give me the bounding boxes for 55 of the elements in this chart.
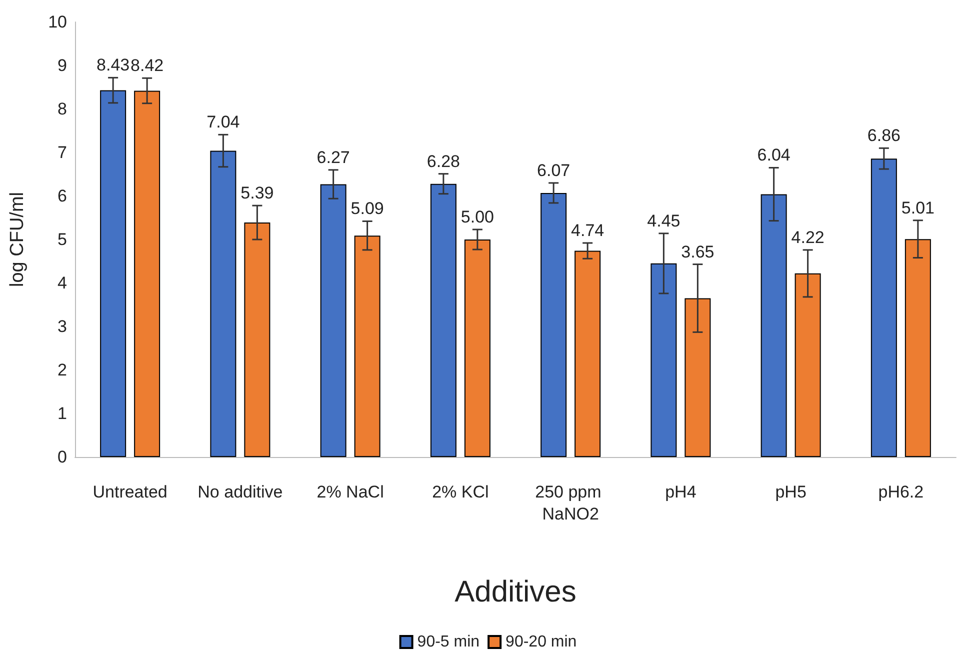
- legend-label: 90-5 min: [417, 634, 480, 650]
- x-tick-label: pH6.2: [878, 482, 924, 502]
- y-tick-label: 2: [58, 360, 67, 380]
- bar: [684, 298, 711, 457]
- legend-label: 90-20 min: [506, 634, 577, 650]
- x-tick-label: 250 ppm NaNO2: [535, 482, 606, 524]
- bar: [540, 192, 567, 457]
- y-tick-label: 10: [48, 12, 67, 32]
- data-label: 5.39: [240, 184, 274, 203]
- y-tick-label: 5: [58, 230, 67, 249]
- bar: [210, 150, 236, 457]
- bar: [760, 194, 787, 457]
- data-label: 6.27: [316, 148, 350, 167]
- x-tick-label: pH4: [665, 482, 696, 502]
- y-tick-label: 9: [58, 56, 67, 75]
- data-label: 4.22: [791, 228, 824, 247]
- data-label: 3.65: [681, 242, 714, 262]
- bar: [464, 240, 490, 457]
- data-label: 8.43: [96, 56, 130, 75]
- x-tick-label: No additive: [198, 482, 283, 502]
- x-axis-title: Additives: [454, 576, 576, 608]
- x-tick-label: Untreated: [92, 482, 168, 502]
- y-tick-label: 3: [58, 317, 67, 336]
- data-label: 6.07: [537, 160, 570, 180]
- data-label: 8.42: [130, 56, 164, 76]
- bar: [134, 90, 160, 457]
- y-tick-label: 6: [58, 186, 67, 206]
- bar: [650, 263, 677, 457]
- y-axis-title: log CFU/ml: [7, 192, 28, 288]
- data-label: 5.01: [901, 198, 934, 218]
- bar: [794, 273, 821, 457]
- bar: [244, 222, 270, 457]
- bar: [574, 250, 601, 457]
- data-label: 5.00: [460, 207, 494, 226]
- bar: [870, 158, 897, 457]
- data-label: 6.28: [426, 152, 460, 171]
- bar: [100, 90, 126, 457]
- y-tick-label: 4: [58, 274, 67, 292]
- data-label: 6.04: [757, 146, 790, 165]
- x-tick-label: 2% NaCl: [316, 482, 384, 502]
- data-label: 6.86: [867, 126, 900, 146]
- data-label: 4.74: [571, 220, 604, 240]
- y-tick-label: 1: [58, 404, 67, 423]
- y-tick-label: 7: [58, 143, 67, 162]
- data-label: 7.04: [206, 112, 240, 132]
- bar: [904, 239, 931, 457]
- bar: [430, 184, 456, 457]
- x-tick-label: pH5: [775, 482, 806, 502]
- y-tick-label: 8: [58, 100, 67, 118]
- y-tick-label: 0: [58, 448, 67, 466]
- bar: [320, 184, 346, 457]
- data-label: 4.45: [647, 211, 680, 230]
- data-label: 5.09: [350, 199, 384, 218]
- bar: [354, 236, 380, 457]
- x-tick-label: 2% KCl: [432, 482, 489, 502]
